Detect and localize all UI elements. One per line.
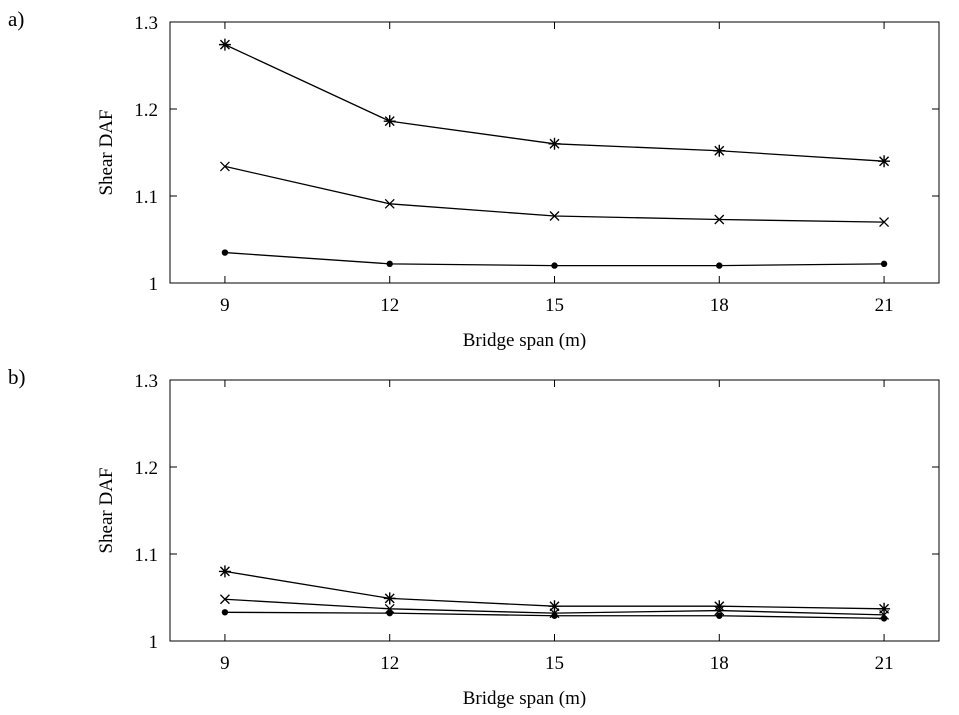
series-dot xyxy=(221,609,888,622)
chart-panel-a: a) 9 12 15 18 21 1 1.1 1.2 1.3 Bridge span (m) Shea… xyxy=(8,7,940,351)
x-tick-label: 15 xyxy=(545,653,564,674)
y-tick-label: 1 xyxy=(149,632,159,653)
x-tick-label: 12 xyxy=(380,295,399,316)
x-tick-label: 9 xyxy=(220,653,230,674)
series-asterisk xyxy=(218,38,891,168)
series-line xyxy=(224,165,885,223)
y-tick-label: 1.1 xyxy=(134,545,158,566)
data-point xyxy=(716,262,723,269)
y-tick-label: 1 xyxy=(149,274,159,295)
data-point xyxy=(716,612,723,619)
data-point xyxy=(879,217,890,228)
x-tick-label: 15 xyxy=(545,295,564,316)
y-axis-label: Shear DAF xyxy=(96,467,117,553)
x-tick-label: 18 xyxy=(710,295,729,316)
data-point xyxy=(218,565,231,578)
data-point xyxy=(714,214,725,225)
data-point xyxy=(713,600,726,613)
x-tick-label: 21 xyxy=(875,653,894,674)
data-point xyxy=(878,602,891,615)
panel-label: b) xyxy=(8,365,26,389)
y-tick-label: 1.3 xyxy=(134,371,158,392)
data-point xyxy=(548,137,561,150)
data-point xyxy=(384,198,395,209)
chart-panel-b: b) 9 12 15 18 21 1 1.1 1.2 1.3 Bridge span (m) Shea… xyxy=(8,365,940,709)
data-point xyxy=(551,262,558,269)
data-point xyxy=(219,594,230,605)
series-asterisk xyxy=(218,565,891,615)
y-tick-label: 1.2 xyxy=(134,100,158,121)
data-point xyxy=(219,161,230,172)
panel-label: a) xyxy=(8,7,24,31)
data-point xyxy=(384,603,395,614)
data-point xyxy=(549,211,560,221)
data-point xyxy=(383,115,396,128)
data-point xyxy=(880,615,888,622)
series-dot xyxy=(221,249,888,269)
data-point xyxy=(221,249,229,256)
data-point xyxy=(880,260,888,268)
data-point xyxy=(383,592,396,605)
x-axis-label: Bridge span (m) xyxy=(463,330,586,351)
plot-frame xyxy=(169,21,940,284)
y-tick-label: 1.3 xyxy=(134,13,158,34)
series-cross xyxy=(219,161,890,228)
y-tick-label: 1.1 xyxy=(134,187,158,208)
y-tick-label: 1.2 xyxy=(134,458,158,479)
data-point xyxy=(386,260,393,268)
y-axis-label: Shear DAF xyxy=(96,109,117,195)
x-tick-label: 12 xyxy=(380,653,399,674)
data-point xyxy=(713,144,726,157)
data-point xyxy=(548,600,561,613)
data-point xyxy=(878,155,891,168)
x-tick-label: 9 xyxy=(220,295,230,316)
data-point xyxy=(386,609,393,617)
x-axis-label: Bridge span (m) xyxy=(463,688,586,709)
data-point xyxy=(714,605,725,616)
data-point xyxy=(221,609,229,616)
x-tick-label: 18 xyxy=(710,653,729,674)
x-tick-label: 21 xyxy=(875,295,894,316)
data-point xyxy=(551,612,558,619)
data-point xyxy=(218,38,231,51)
